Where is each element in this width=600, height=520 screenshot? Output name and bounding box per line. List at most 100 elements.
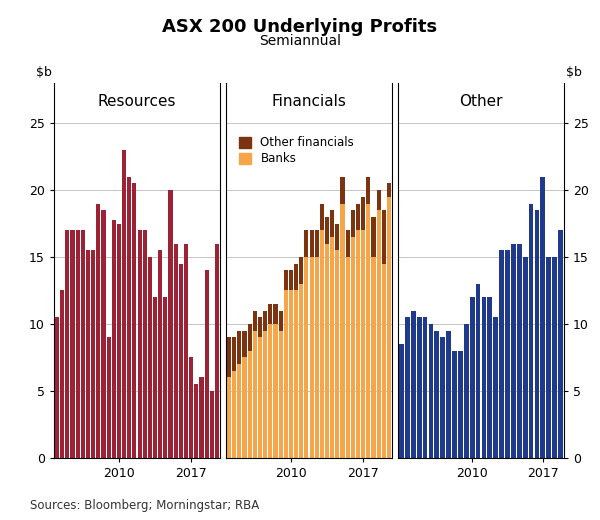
Bar <box>242 331 247 357</box>
Bar <box>351 210 355 237</box>
Bar <box>232 337 236 371</box>
Bar <box>335 224 340 250</box>
Bar <box>458 350 463 458</box>
Bar <box>535 210 539 458</box>
Bar <box>423 317 427 458</box>
Bar <box>340 203 344 458</box>
Bar <box>137 230 142 458</box>
Bar <box>60 291 64 458</box>
Bar <box>511 244 516 458</box>
Text: $b: $b <box>566 67 581 80</box>
Bar <box>529 203 533 458</box>
Bar <box>411 310 416 458</box>
Bar <box>382 210 386 264</box>
Bar <box>304 230 308 257</box>
Bar <box>107 337 111 458</box>
Bar <box>356 203 360 230</box>
Bar <box>399 344 404 458</box>
Bar <box>304 257 308 458</box>
Bar <box>268 324 272 458</box>
Bar <box>387 184 391 197</box>
Bar <box>428 324 433 458</box>
Bar <box>112 219 116 458</box>
Bar <box>278 310 283 331</box>
Bar <box>117 224 121 458</box>
Bar <box>541 177 545 458</box>
Bar <box>346 230 350 257</box>
Bar <box>446 331 451 458</box>
Bar <box>133 184 136 458</box>
Bar <box>547 257 551 458</box>
Bar <box>227 378 231 458</box>
Bar <box>215 244 219 458</box>
Bar <box>55 317 59 458</box>
Bar <box>143 230 147 458</box>
Bar <box>346 257 350 458</box>
Bar <box>122 150 126 458</box>
Bar <box>258 317 262 337</box>
Bar <box>294 291 298 458</box>
Bar <box>81 230 85 458</box>
Bar <box>330 237 334 458</box>
Bar <box>487 297 492 458</box>
Bar <box>268 304 272 324</box>
Bar <box>517 244 521 458</box>
Bar <box>76 230 80 458</box>
Legend: Other financials, Banks: Other financials, Banks <box>237 134 356 168</box>
Text: $b: $b <box>37 67 52 80</box>
Bar <box>284 291 288 458</box>
Bar <box>377 190 380 210</box>
Bar <box>387 197 391 458</box>
Bar <box>325 244 329 458</box>
Bar <box>253 331 257 458</box>
Bar <box>91 250 95 458</box>
Text: Semiannual: Semiannual <box>259 34 341 48</box>
Bar <box>253 310 257 331</box>
Bar <box>278 331 283 458</box>
Bar <box>184 244 188 458</box>
Bar <box>248 324 252 350</box>
Bar <box>320 230 324 458</box>
Bar <box>227 337 231 378</box>
Bar <box>242 357 247 458</box>
Bar <box>335 250 340 458</box>
Bar <box>330 210 334 237</box>
Bar <box>194 384 199 458</box>
Bar <box>263 331 267 458</box>
Bar <box>464 324 469 458</box>
Bar <box>158 250 162 458</box>
Text: Sources: Bloomberg; Morningstar; RBA: Sources: Bloomberg; Morningstar; RBA <box>30 499 259 512</box>
Bar <box>366 203 370 458</box>
Text: Other: Other <box>459 95 503 109</box>
Bar <box>371 217 376 257</box>
Bar <box>86 250 90 458</box>
Bar <box>232 371 236 458</box>
Bar <box>263 310 267 331</box>
Bar <box>289 291 293 458</box>
Bar <box>523 257 527 458</box>
Bar <box>361 230 365 458</box>
Bar <box>377 210 380 458</box>
Bar <box>351 237 355 458</box>
Bar <box>65 230 70 458</box>
Bar <box>205 270 209 458</box>
Bar <box>70 230 74 458</box>
Bar <box>153 297 157 458</box>
Bar <box>325 217 329 244</box>
Bar <box>505 250 510 458</box>
Bar <box>314 257 319 458</box>
Bar <box>169 190 173 458</box>
Bar <box>482 297 486 458</box>
Bar <box>558 230 563 458</box>
Bar <box>101 210 106 458</box>
Bar <box>310 257 314 458</box>
Bar <box>274 324 278 458</box>
Bar <box>452 350 457 458</box>
Bar <box>179 264 183 458</box>
Bar <box>127 177 131 458</box>
Bar <box>209 391 214 458</box>
Bar <box>299 284 304 458</box>
Bar <box>310 230 314 257</box>
Bar <box>148 257 152 458</box>
Bar <box>499 250 504 458</box>
